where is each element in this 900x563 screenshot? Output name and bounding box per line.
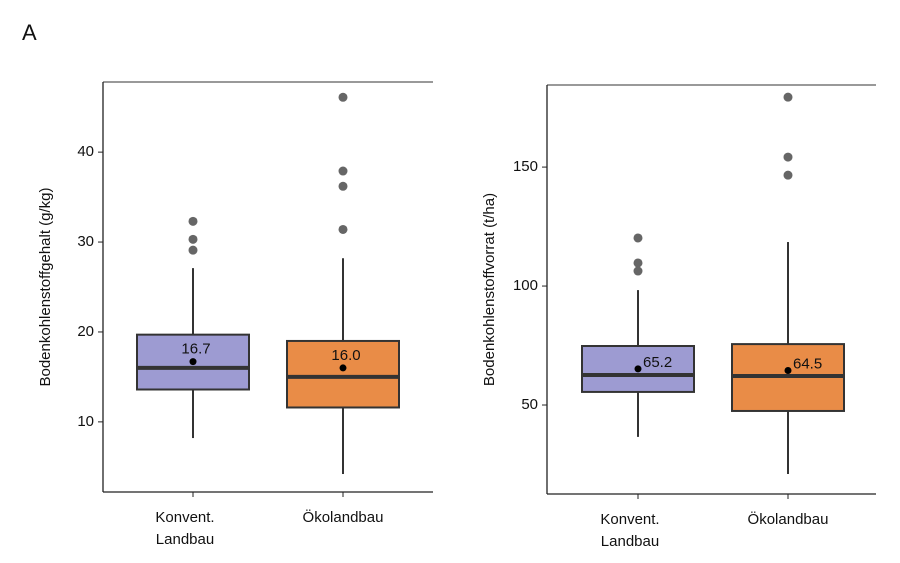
mean: [339, 364, 347, 372]
outlier: [188, 234, 198, 244]
box: [581, 345, 695, 393]
outlier: [338, 166, 348, 176]
outlier: [188, 216, 198, 226]
mean: [189, 358, 197, 366]
outlier: [338, 181, 348, 191]
y-axis-label: Bodenkohlenstoffvorrat (t/ha): [481, 193, 498, 386]
box: [286, 339, 400, 409]
outlier: [633, 233, 643, 243]
x-tick-label: Konvent.: [155, 509, 214, 526]
outlier: [633, 258, 643, 268]
outlier: [783, 92, 793, 102]
outlier: [338, 224, 348, 234]
outlier: [188, 245, 198, 255]
y-tick-label: 30: [77, 233, 94, 250]
outlier: [633, 266, 643, 276]
y-tick-label: 100: [513, 277, 538, 294]
y-tick-label: 50: [521, 396, 538, 413]
outlier: [783, 170, 793, 180]
mean-label: 16.7: [181, 341, 210, 358]
mean: [634, 365, 642, 373]
x-tick-label: Landbau: [601, 533, 659, 550]
mean: [784, 367, 792, 375]
x-tick-label: Landbau: [156, 531, 214, 548]
panel-label: A: [22, 20, 37, 45]
x-tick-label: Ökolandbau: [303, 508, 384, 526]
x-tick-label: Konvent.: [600, 511, 659, 528]
y-tick-label: 10: [77, 413, 94, 430]
outlier: [338, 92, 348, 102]
outlier: [783, 152, 793, 162]
mean-label: 65.2: [643, 354, 672, 371]
y-tick-label: 20: [77, 323, 94, 340]
y-axis-label: Bodenkohlenstoffgehalt (g/kg): [37, 187, 54, 386]
y-tick-label: 40: [77, 143, 94, 160]
y-tick-label: 150: [513, 158, 538, 175]
mean-label: 16.0: [331, 347, 360, 364]
mean-label: 64.5: [793, 355, 822, 372]
x-tick-label: Ökolandbau: [748, 510, 829, 528]
